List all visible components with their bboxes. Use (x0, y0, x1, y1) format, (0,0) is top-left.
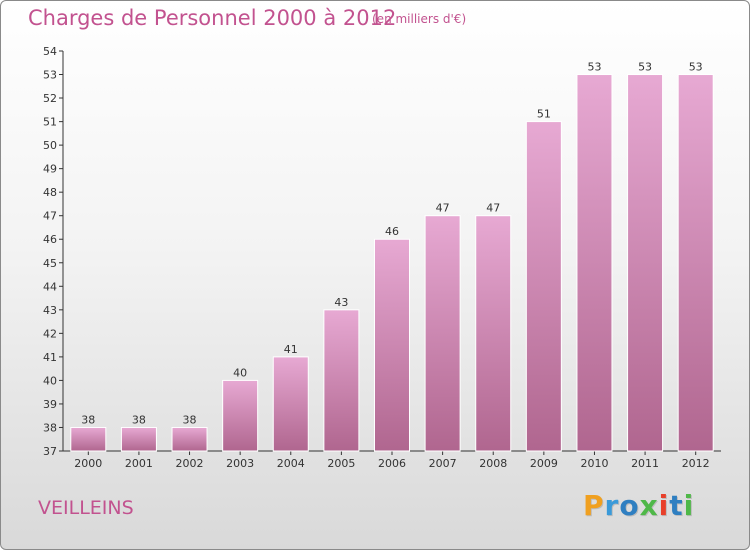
logo-letter: x (639, 489, 659, 522)
x-tick-label-2006: 2006 (378, 457, 406, 470)
x-tick-label-2004: 2004 (277, 457, 305, 470)
proxiti-logo: Proxiti (583, 489, 694, 522)
y-tick-label: 38 (43, 421, 57, 434)
logo-letter: t (669, 489, 684, 522)
logo-letter: P (583, 489, 605, 522)
bar-2001 (120, 426, 157, 452)
data-label-2009: 51 (537, 108, 551, 121)
data-label-2000: 38 (81, 413, 95, 426)
y-tick-label: 45 (43, 257, 57, 270)
data-label-2002: 38 (183, 413, 197, 426)
bar-2004 (272, 356, 309, 452)
bar-2006 (374, 238, 410, 452)
y-tick-label: 42 (43, 327, 57, 340)
x-tick-label-2010: 2010 (580, 457, 608, 470)
chart-subtitle: (en milliers d'€) (372, 12, 467, 26)
data-label-2004: 41 (284, 343, 298, 356)
x-tick-label-2012: 2012 (682, 457, 710, 470)
bar-2003 (222, 379, 259, 452)
bar-2009 (525, 121, 562, 452)
y-tick-label: 47 (43, 210, 57, 223)
bar-2010 (576, 74, 613, 452)
bar-2000 (70, 426, 107, 452)
data-label-2012: 53 (689, 61, 703, 74)
y-tick-label: 49 (43, 163, 57, 176)
y-tick-label: 48 (43, 186, 57, 199)
x-tick-label-2005: 2005 (327, 457, 355, 470)
y-tick-label: 37 (43, 445, 57, 458)
y-tick-label: 53 (43, 69, 57, 82)
bar-2008 (475, 215, 512, 452)
commune-name: VEILLEINS (38, 497, 134, 519)
y-tick-label: 51 (43, 116, 57, 129)
x-tick-label-2001: 2001 (125, 457, 153, 470)
y-tick-label: 43 (43, 304, 57, 317)
chart-bars (70, 74, 714, 452)
y-tick-label: 54 (43, 45, 57, 58)
x-tick-label-2007: 2007 (429, 457, 457, 470)
x-tick-label-2000: 2000 (74, 457, 102, 470)
data-label-2003: 40 (233, 366, 247, 379)
data-label-2010: 53 (587, 61, 601, 74)
x-tick-label-2003: 2003 (226, 457, 254, 470)
bar-2007 (424, 215, 461, 452)
x-tick-label-2009: 2009 (530, 457, 558, 470)
data-label-2005: 43 (334, 296, 348, 309)
y-tick-label: 39 (43, 398, 57, 411)
chart-axes: 37 38 39 40 41 42 43 44 45 46 47 48 49 50 51 52 53 54 2000… (43, 45, 721, 470)
logo-letter: i (683, 489, 695, 522)
x-tick-label-2011: 2011 (631, 457, 659, 470)
y-tick-label: 41 (43, 351, 57, 364)
chart-title: Charges de Personnel 2000 à 2012 (28, 6, 397, 30)
chart-data-labels: 38 38 38 40 41 43 46 47 47 51 53 53 53 (81, 61, 702, 427)
y-tick-label: 44 (43, 280, 57, 293)
data-label-2006: 46 (385, 225, 399, 238)
bar-2005 (323, 309, 360, 452)
data-label-2008: 47 (486, 202, 500, 215)
data-label-2001: 38 (132, 413, 146, 426)
x-tick-label-2008: 2008 (479, 457, 507, 470)
y-tick-label: 52 (43, 92, 57, 105)
bar-2012 (677, 74, 714, 452)
logo-letter: i (658, 489, 670, 522)
y-tick-label: 46 (43, 233, 57, 246)
logo-letter: o (619, 489, 640, 522)
data-label-2007: 47 (436, 202, 450, 215)
logo-letter: r (604, 489, 620, 522)
bar-2011 (627, 74, 664, 452)
bar-2002 (171, 426, 208, 452)
y-tick-label: 50 (43, 139, 57, 152)
x-tick-label-2002: 2002 (176, 457, 204, 470)
data-label-2011: 53 (638, 61, 652, 74)
y-tick-label: 40 (43, 374, 57, 387)
